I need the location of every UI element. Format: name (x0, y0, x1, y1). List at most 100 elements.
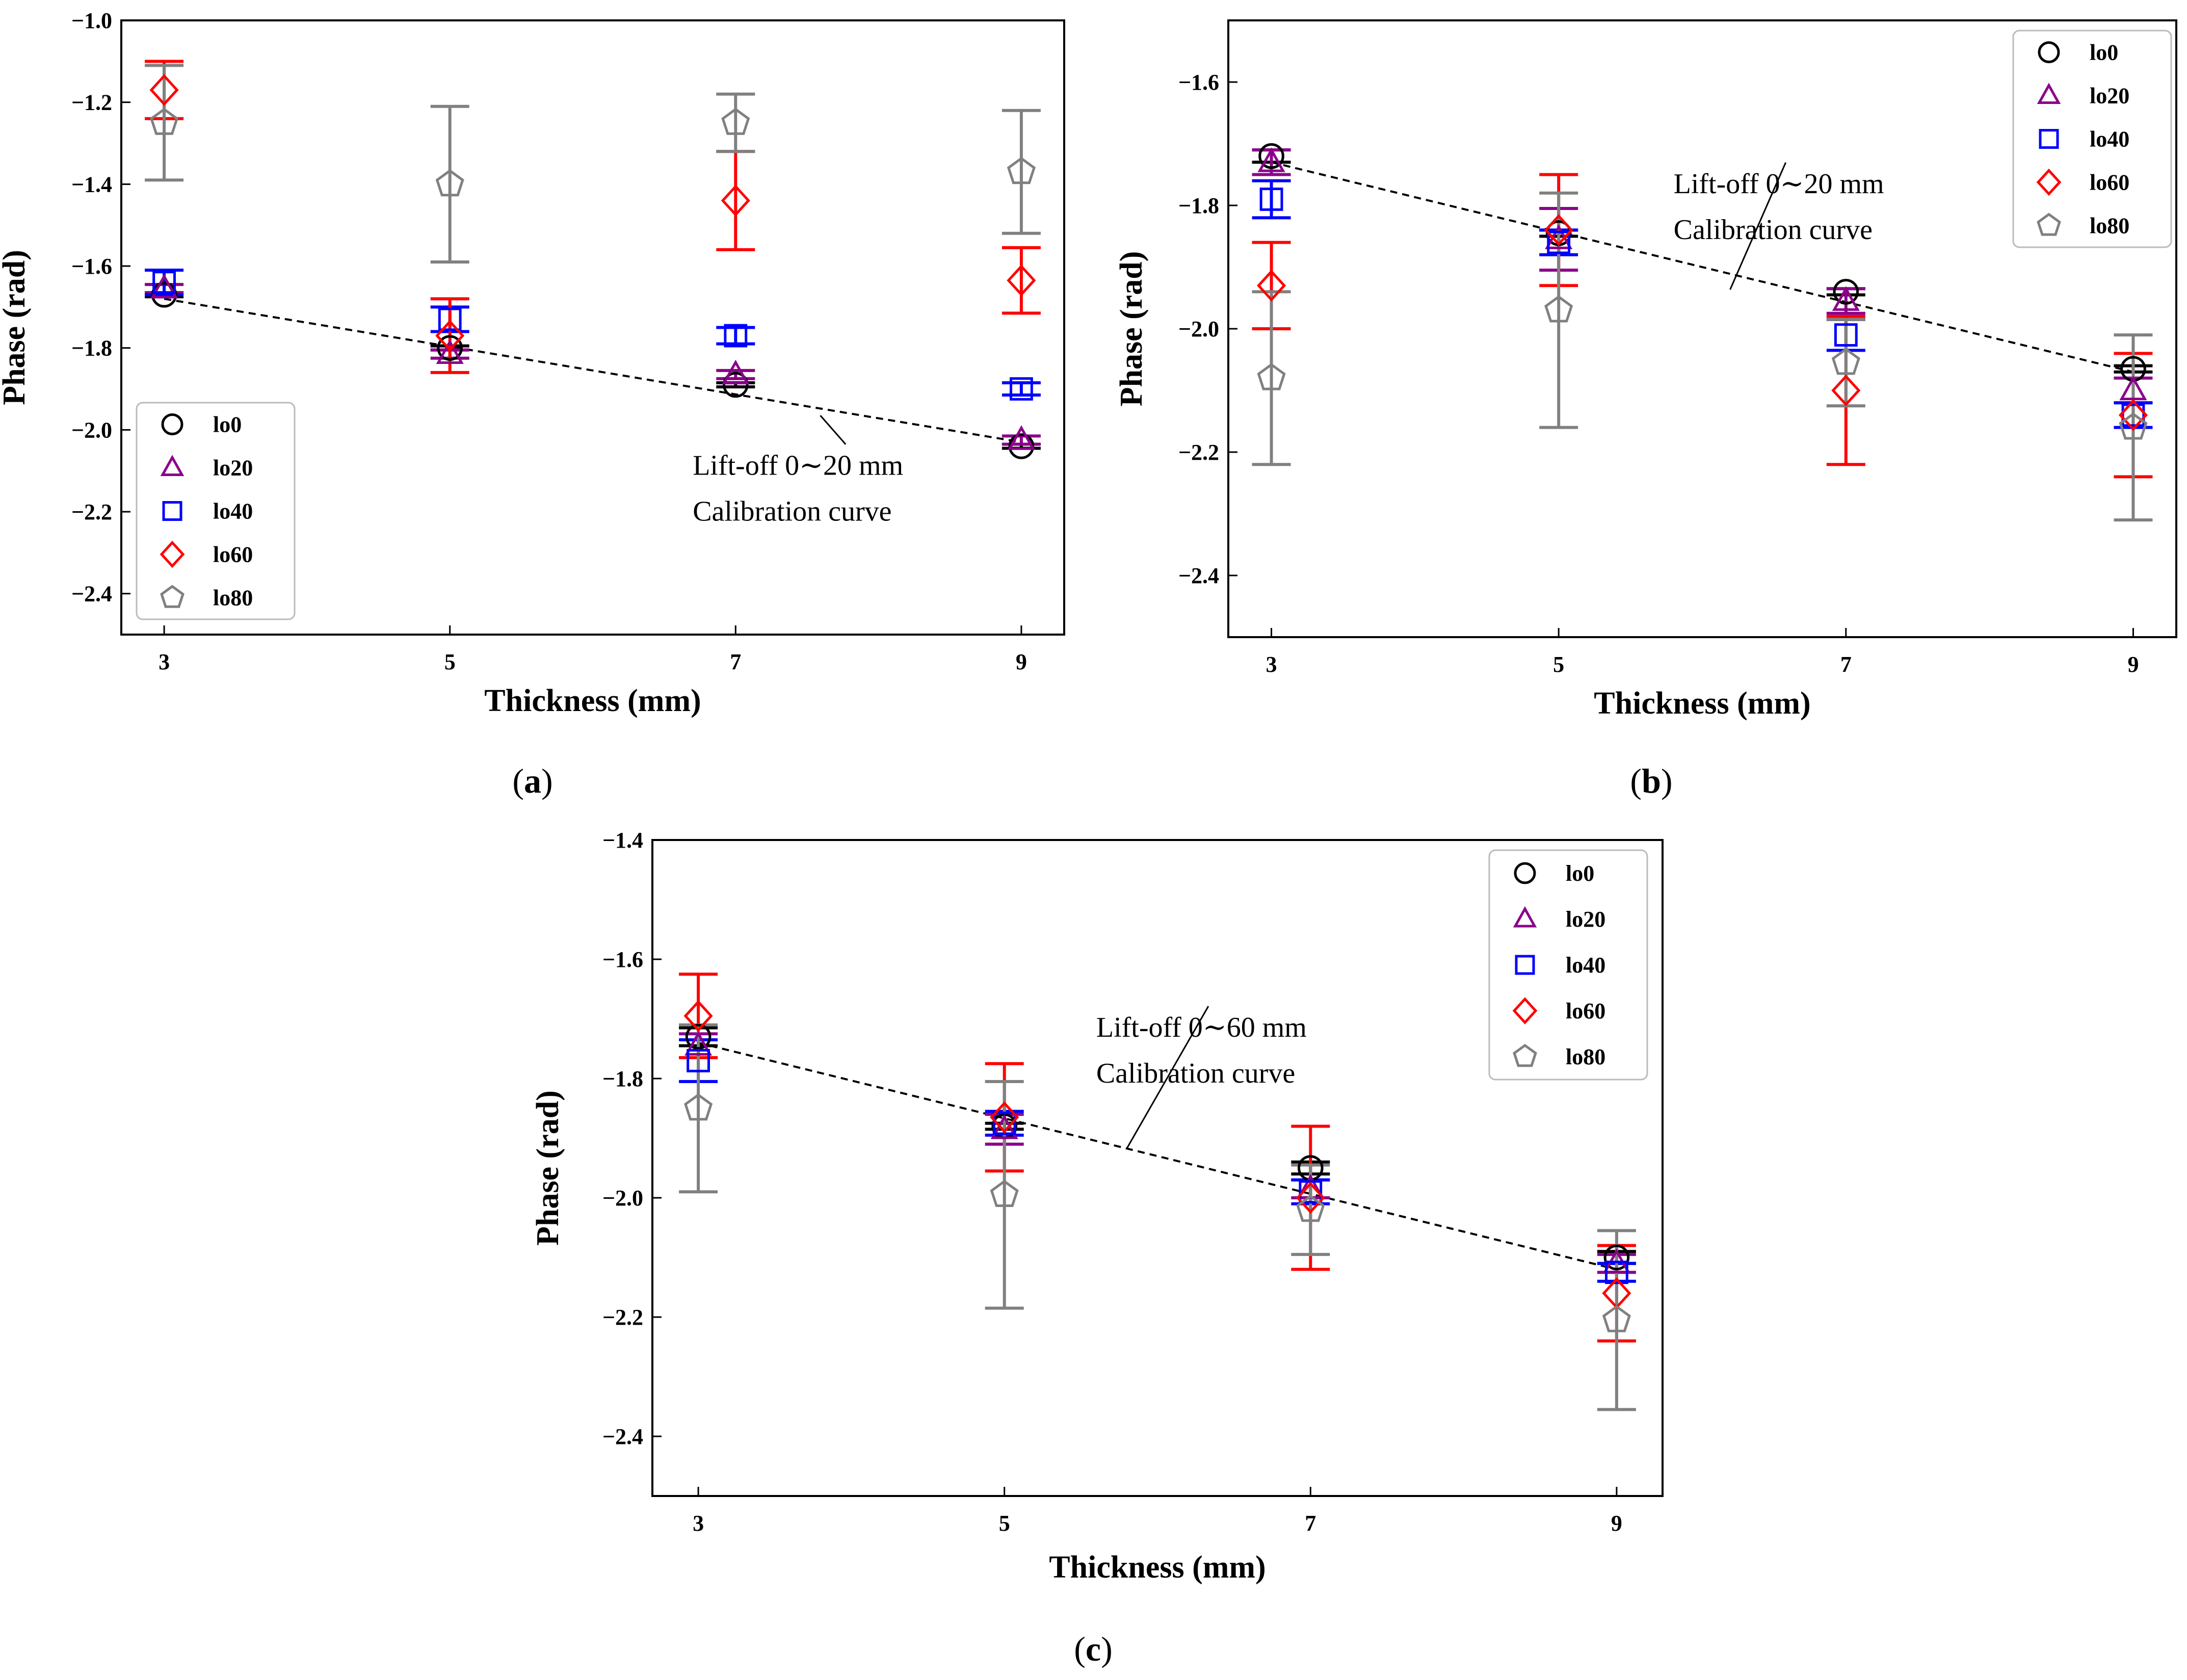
point-lo60 (1007, 264, 1036, 297)
point-lo0 (685, 1023, 712, 1050)
annotation-pointer (820, 415, 847, 445)
point-lo40 (1010, 377, 1033, 401)
y-tick-label: −1.6 (602, 947, 643, 972)
point-lo40 (152, 271, 176, 295)
point-lo0 (1258, 143, 1284, 169)
point-lo80 (1007, 156, 1036, 185)
plot-frame (120, 19, 1065, 636)
plot-frame (651, 839, 1664, 1497)
point-lo80 (435, 169, 464, 197)
legend-marker-lo40 (2039, 129, 2059, 149)
annotation-text: Calibration curve (1096, 1058, 1295, 1089)
annotation-text: Lift-off 0∼20 mm (693, 450, 903, 482)
point-lo0 (723, 372, 749, 398)
x-tick-label: 3 (159, 649, 170, 674)
point-lo20 (1832, 286, 1860, 311)
point-lo80 (150, 108, 179, 135)
legend-marker-lo20 (2037, 83, 2061, 104)
legend-marker-lo0 (1514, 862, 1536, 884)
point-lo80 (1831, 348, 1860, 375)
point-lo20 (436, 339, 464, 364)
legend-label-lo40: lo40 (1566, 953, 1605, 978)
y-tick-label: −2.0 (602, 1186, 643, 1211)
x-tick-label: 5 (444, 649, 456, 674)
y-tick-label: −2.2 (1178, 440, 1219, 465)
annotation-text: Calibration curve (1674, 214, 1873, 246)
legend-marker-lo60 (1512, 997, 1538, 1025)
point-lo60 (990, 1101, 1019, 1134)
point-lo80 (1544, 295, 1573, 323)
point-lo80 (1257, 363, 1286, 390)
point-lo40 (1547, 230, 1571, 254)
legend-label-lo0: lo0 (1566, 861, 1594, 886)
x-tick-label: 7 (1840, 652, 1852, 677)
point-lo20 (1257, 147, 1285, 172)
legend-label-lo80: lo80 (1566, 1044, 1605, 1069)
point-lo60 (149, 74, 179, 106)
annotation-text: Calibration curve (693, 496, 891, 528)
annotation-text: Lift-off 0∼60 mm (1096, 1012, 1307, 1043)
point-lo80 (684, 1093, 713, 1121)
point-lo40 (992, 1111, 1016, 1135)
point-lo0 (1298, 1155, 1324, 1181)
y-tick-label: −1.0 (71, 8, 112, 33)
legend-label-lo40: lo40 (2090, 127, 2129, 152)
y-tick-label: −1.8 (602, 1066, 643, 1091)
legend-label-lo60: lo60 (1566, 999, 1605, 1023)
point-lo40 (2121, 403, 2145, 427)
y-tick-label: −2.2 (71, 500, 112, 524)
y-tick-label: −2.4 (602, 1424, 643, 1449)
annotation-text: Lift-off 0∼20 mm (1674, 168, 1884, 200)
point-lo60 (721, 185, 750, 217)
point-lo20 (990, 1114, 1018, 1139)
y-tick-label: −2.0 (71, 417, 112, 442)
legend-marker-lo0 (161, 413, 183, 435)
point-lo20 (2119, 375, 2147, 401)
y-tick-label: −2.4 (1178, 563, 1219, 588)
legend-marker-lo60 (2036, 168, 2062, 196)
x-tick-label: 9 (1611, 1511, 1622, 1536)
point-lo40 (724, 324, 748, 348)
point-lo80 (990, 1179, 1019, 1208)
point-lo0 (437, 335, 463, 361)
point-lo80 (1602, 1305, 1631, 1332)
legend-marker-lo80 (2037, 213, 2061, 236)
legend-label-lo20: lo20 (213, 456, 253, 481)
legend-marker-lo80 (1513, 1043, 1537, 1067)
point-lo60 (435, 320, 465, 352)
panel-c: −1.4 −1.6 −1.8 −2.0 −2.2 −2.4 3 5 7 9 Thickness (m… (531, 828, 1664, 1585)
legend-label-lo20: lo20 (1566, 907, 1605, 932)
point-lo20 (684, 1031, 713, 1056)
point-lo40 (1834, 323, 1858, 347)
calibration-curve-line (164, 298, 1022, 443)
legend-marker-lo20 (1513, 906, 1537, 928)
x-tick-label: 9 (2127, 652, 2139, 677)
x-tick-label: 5 (1553, 652, 1564, 677)
calibration-curve-line (1271, 161, 2133, 373)
legend-label-lo0: lo0 (2090, 40, 2118, 65)
legend-box (1488, 849, 1648, 1081)
point-lo40 (1299, 1180, 1323, 1204)
x-axis-label: Thickness (mm) (1049, 1550, 1266, 1585)
point-lo60 (1544, 214, 1573, 246)
point-lo60 (683, 1000, 713, 1032)
x-tick-label: 7 (730, 649, 741, 674)
y-tick-label: −1.8 (1178, 193, 1219, 218)
legend-label-lo40: lo40 (213, 499, 253, 524)
point-lo80 (2119, 412, 2148, 440)
legend-marker-lo20 (160, 455, 185, 476)
legend-marker-lo40 (1515, 955, 1535, 975)
y-tick-label: −1.6 (1178, 70, 1219, 95)
legend-box (136, 402, 296, 620)
x-axis-label: Thickness (mm) (484, 684, 701, 718)
point-lo60 (1256, 269, 1286, 302)
point-lo60 (2118, 399, 2148, 431)
caption-c: (c) (1074, 1630, 1113, 1668)
legend-box (2012, 30, 2172, 248)
y-axis-label: Phase (rad) (1114, 251, 1149, 407)
point-lo80 (721, 108, 750, 135)
point-lo40 (687, 1049, 710, 1072)
annotation-pointer (1126, 1006, 1209, 1149)
point-lo60 (1296, 1182, 1325, 1214)
point-lo0 (1603, 1244, 1630, 1271)
